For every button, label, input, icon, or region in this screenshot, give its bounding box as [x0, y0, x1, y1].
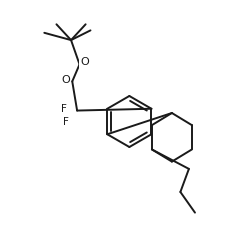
- Text: F: F: [62, 117, 68, 127]
- Text: F: F: [61, 104, 67, 114]
- Text: O: O: [61, 75, 70, 85]
- Text: O: O: [80, 57, 89, 68]
